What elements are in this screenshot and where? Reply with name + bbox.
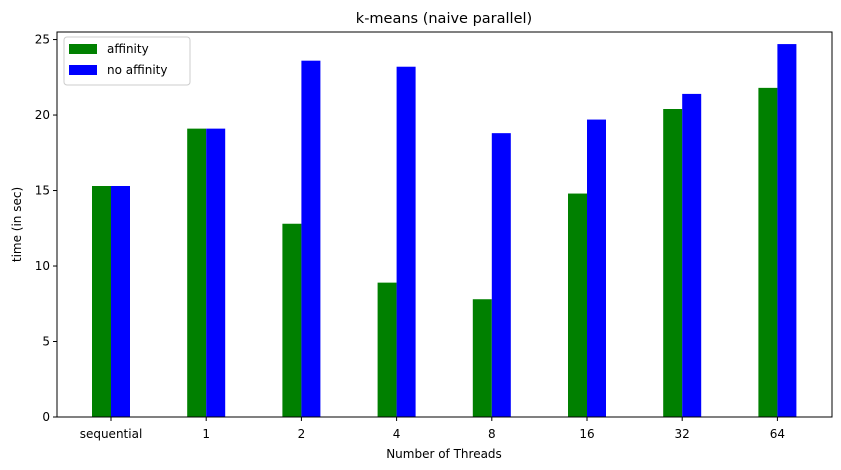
y-axis: 0 5 10 15 20 25 [35,33,57,424]
bar-affinity-8 [472,299,492,417]
legend-swatch-affinity [69,44,97,54]
x-tick-label: 8 [488,427,496,441]
bar-no-affinity-64 [777,44,797,417]
bar-affinity-1 [187,128,207,418]
x-tick-label: sequential [80,427,143,441]
bar-affinity-4 [377,282,397,417]
legend-label-affinity: affinity [107,42,149,56]
bar-no-affinity-4 [396,66,416,417]
y-axis-label: time (in sec) [10,187,24,262]
x-axis-label: Number of Threads [386,447,502,461]
bar-no-affinity-1 [206,128,226,418]
bar-no-affinity-8 [491,133,511,417]
bar-affinity-sequential [92,186,111,417]
bar-no-affinity-32 [682,93,702,417]
legend-swatch-no-affinity [69,65,97,75]
bar-no-affinity-16 [587,119,606,417]
bar-no-affinity-sequential [111,186,130,417]
x-tick-label: 32 [675,427,690,441]
x-tick-label: 2 [298,427,306,441]
x-tick-label: 4 [393,427,401,441]
x-tick-label: 64 [770,427,785,441]
bar-affinity-64 [758,87,778,418]
y-tick-label: 0 [42,410,50,424]
bar-affinity-32 [663,109,683,417]
y-tick-label: 15 [35,184,50,198]
chart-title: k-means (naive parallel) [356,11,532,27]
legend: affinity no affinity [63,36,191,86]
bars-group [92,44,797,418]
bar-affinity-16 [568,193,587,417]
y-tick-label: 5 [42,335,50,349]
y-tick-label: 25 [35,33,50,47]
bar-affinity-2 [282,223,302,417]
legend-label-no-affinity: no affinity [107,63,167,77]
x-tick-label: 16 [579,427,594,441]
plot-frame [56,31,833,418]
x-axis: sequential 1 2 4 8 16 32 64 [80,417,785,441]
y-tick-label: 10 [35,259,50,273]
x-tick-label: 1 [202,427,210,441]
bar-no-affinity-2 [301,60,321,417]
y-tick-label: 20 [35,108,50,122]
